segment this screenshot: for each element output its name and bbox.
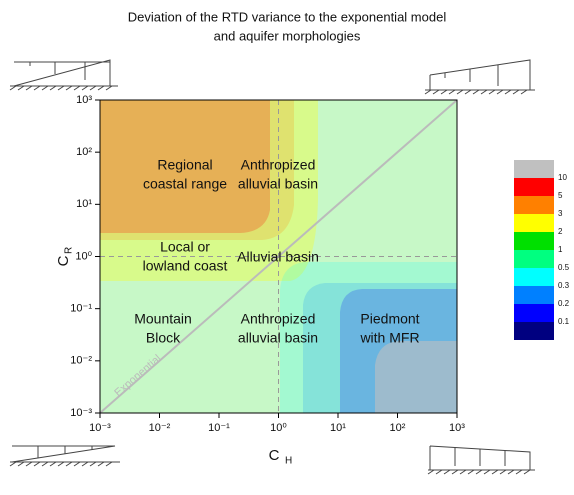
- y-axis-label-sub: R: [64, 247, 75, 254]
- region-label: lowland coast: [143, 258, 228, 274]
- region-label: Regional: [157, 157, 212, 173]
- x-tick-label: 10⁻¹: [208, 422, 230, 434]
- x-tick-label: 10⁻³: [89, 422, 111, 434]
- y-axis-label-group: CR: [55, 247, 75, 267]
- colorbar-segment: [514, 268, 554, 286]
- colorbar-label: 3: [558, 209, 563, 218]
- sketch-bottom-right: [427, 445, 535, 475]
- contour-region: [100, 100, 270, 233]
- y-tick-label: 10³: [76, 94, 92, 106]
- region-label: Block: [146, 330, 181, 346]
- region-label: with MFR: [359, 330, 419, 346]
- sketch-bottom-left: [9, 445, 120, 467]
- contour-region: [100, 100, 318, 281]
- x-tick-label: 10²: [390, 422, 406, 434]
- contour-region: [375, 341, 457, 413]
- region-label: alluvial basin: [238, 330, 318, 346]
- colorbar-label: 0.3: [558, 281, 570, 290]
- region-label: Piedmont: [360, 311, 419, 327]
- colorbar-segment: [514, 304, 554, 322]
- y-tick-label: 10²: [76, 146, 92, 158]
- x-axis-label-sub: H: [285, 456, 292, 467]
- colorbar-segment: [514, 286, 554, 304]
- y-tick-label: 10⁻¹: [70, 303, 92, 315]
- contour-region: [100, 100, 294, 240]
- y-axis-label: C: [55, 255, 72, 266]
- y-tick-label: 10⁰: [75, 250, 92, 262]
- x-tick-label: 10⁰: [270, 422, 287, 434]
- region-label: Anthropized: [241, 157, 316, 173]
- colorbar-label: 1: [558, 245, 563, 254]
- colorbar-segment: [514, 178, 554, 196]
- colorbar-label: 5: [558, 191, 563, 200]
- y-tick-label: 10⁻³: [70, 407, 92, 419]
- colorbar-segment: [514, 322, 554, 340]
- region-label: Local or: [160, 239, 210, 255]
- x-tick-label: 10¹: [330, 422, 346, 434]
- chart-title: Deviation of the RTD variance to the exp…: [128, 9, 447, 24]
- colorbar-segment: [514, 160, 554, 178]
- x-axis-label: C: [269, 447, 280, 464]
- colorbar-segment: [514, 196, 554, 214]
- region-label: alluvial basin: [238, 176, 318, 192]
- colorbar-segment: [514, 250, 554, 268]
- x-tick-label: 10³: [449, 422, 465, 434]
- colorbar-label: 10: [558, 173, 567, 182]
- x-tick-label: 10⁻²: [149, 422, 171, 434]
- colorbar-label: 0.2: [558, 299, 570, 308]
- region-label: Mountain: [134, 311, 192, 327]
- y-tick-label: 10¹: [76, 198, 92, 210]
- y-tick-label: 10⁻²: [70, 355, 92, 367]
- colorbar-label: 2: [558, 227, 563, 236]
- colorbar-segment: [514, 232, 554, 250]
- chart-title: and aquifer morphologies: [214, 28, 361, 43]
- region-label: Alluvial basin: [237, 249, 319, 265]
- region-label: coastal range: [143, 176, 227, 192]
- colorbar-label: 0.1: [558, 317, 570, 326]
- sketch-top-left: [9, 59, 118, 91]
- colorbar-segment: [514, 214, 554, 232]
- sketch-top-right: [424, 59, 535, 95]
- colorbar-label: 0.5: [558, 263, 570, 272]
- region-label: Anthropized: [241, 311, 316, 327]
